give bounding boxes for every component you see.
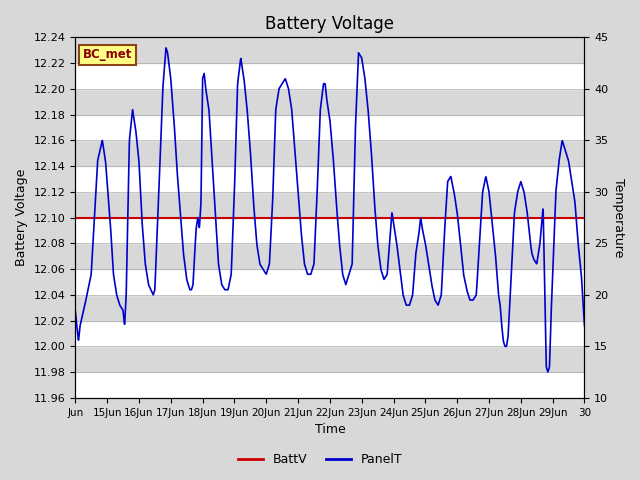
Bar: [76, 63, 584, 89]
Bar: [76, 140, 584, 166]
Y-axis label: Temperature: Temperature: [612, 178, 625, 257]
Bar: [76, 89, 584, 115]
Bar: [76, 269, 584, 295]
Title: Battery Voltage: Battery Voltage: [266, 15, 394, 33]
Text: BC_met: BC_met: [83, 48, 132, 61]
Bar: [76, 295, 584, 321]
Bar: [76, 347, 584, 372]
Bar: [76, 372, 584, 398]
Bar: [76, 217, 584, 243]
Bar: [76, 192, 584, 217]
Bar: [76, 166, 584, 192]
Bar: [76, 37, 584, 63]
Bar: [76, 115, 584, 140]
Y-axis label: Battery Voltage: Battery Voltage: [15, 169, 28, 266]
Bar: [76, 321, 584, 347]
X-axis label: Time: Time: [314, 423, 345, 436]
Legend: BattV, PanelT: BattV, PanelT: [232, 448, 408, 471]
Bar: [76, 243, 584, 269]
